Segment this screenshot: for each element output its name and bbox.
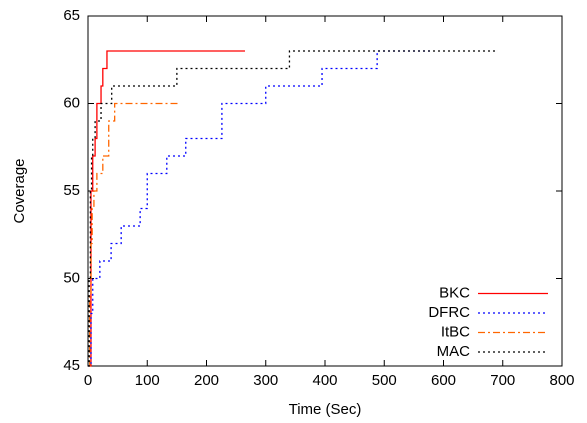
- legend-label: BKC: [439, 284, 470, 301]
- x-tick-label: 700: [490, 372, 515, 389]
- x-tick-label: 800: [549, 372, 574, 389]
- y-tick-label: 50: [63, 269, 80, 286]
- x-tick-label: 200: [194, 372, 219, 389]
- series-line: [88, 102, 180, 367]
- x-tick-label: 600: [431, 372, 456, 389]
- y-tick-label: 55: [63, 182, 80, 199]
- legend-label: MAC: [437, 343, 471, 360]
- y-axis-label: Coverage: [11, 158, 28, 223]
- y-tick-label: 65: [63, 7, 80, 24]
- legend-label: ItBC: [441, 323, 470, 340]
- y-tick-label: 45: [63, 357, 80, 374]
- y-tick-label: 60: [63, 94, 80, 111]
- x-tick-label: 0: [84, 372, 92, 389]
- x-tick-label: 100: [135, 372, 160, 389]
- series-line: [89, 50, 246, 367]
- x-tick-label: 500: [372, 372, 397, 389]
- series-line: [88, 50, 430, 367]
- x-axis-label: Time (Sec): [289, 401, 362, 418]
- x-tick-label: 300: [253, 372, 278, 389]
- plot-frame: [87, 15, 563, 367]
- legend-label: DFRC: [428, 304, 470, 321]
- x-tick-label: 400: [312, 372, 337, 389]
